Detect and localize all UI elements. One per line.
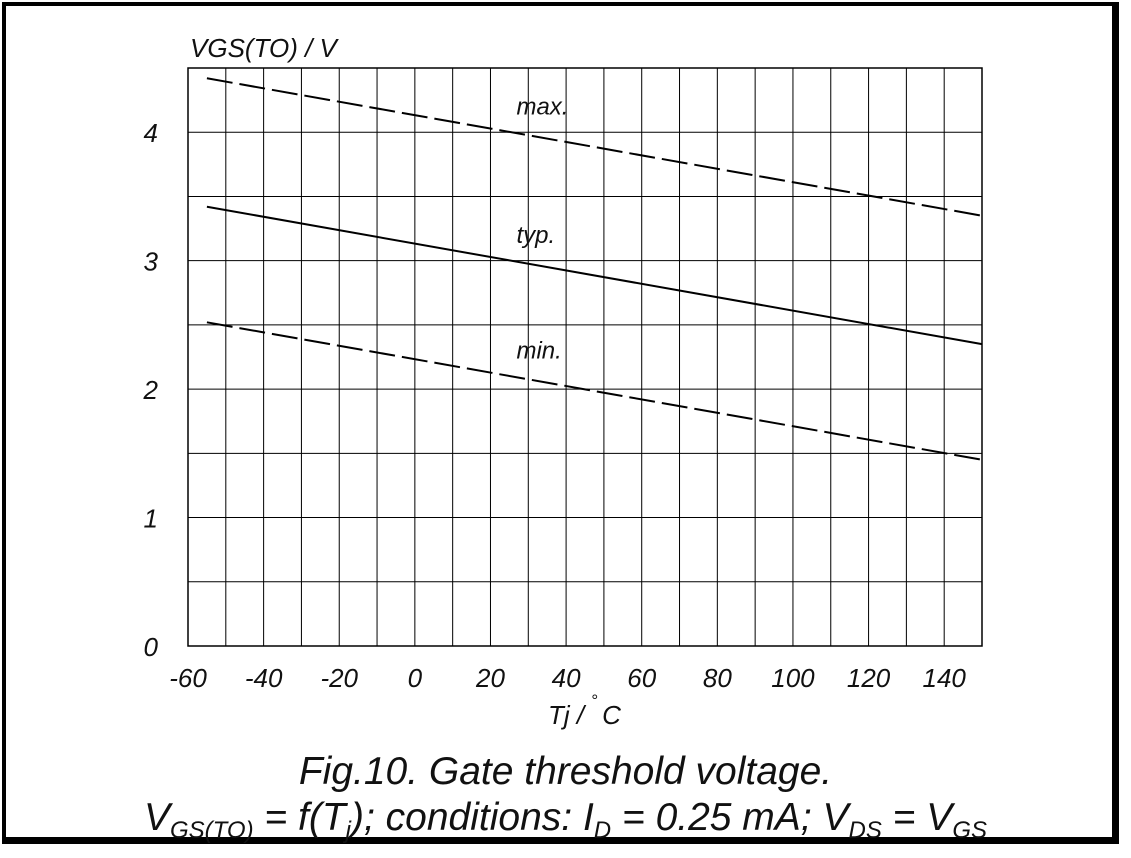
x-tick-label: -20	[320, 663, 358, 693]
series-label-typ: typ.	[516, 222, 555, 249]
x-tick-label: 60	[627, 663, 656, 693]
x-axis-label: Tj / ° C	[548, 691, 621, 730]
x-tick-label: -40	[245, 663, 283, 693]
series-group: max. typ. min.	[206, 77, 983, 461]
series-label-max: max.	[516, 94, 568, 121]
threshold-voltage-chart: max.typ.min. -60 -40 -20 0 20 40 60 80 100 120 140…	[143, 33, 983, 730]
x-tick-label: 0	[408, 663, 423, 693]
plot-border	[187, 67, 983, 647]
y-axis-label: VGS(TO) / V	[190, 33, 340, 63]
y-tick-label: 0	[144, 632, 159, 662]
figure-caption-conditions: VGS(TO) = f(Tj); conditions: ID = 0.25 m…	[143, 796, 987, 844]
y-tick-label: 1	[144, 504, 158, 534]
x-axis-label-main: Tj /	[548, 700, 591, 730]
grid	[187, 67, 983, 647]
x-tick-label: 100	[771, 663, 815, 693]
series-line-min	[206, 321, 983, 461]
y-tick-label: 4	[144, 118, 158, 148]
x-axis-label-degree: °	[591, 691, 598, 710]
x-tick-label: 140	[922, 663, 966, 693]
tick-labels: -60 -40 -20 0 20 40 60 80 100 120 140 0 1 2 3 4	[143, 118, 967, 693]
x-tick-label: 120	[847, 663, 891, 693]
x-tick-label: 20	[475, 663, 505, 693]
x-tick-label: -60	[169, 663, 207, 693]
series-label-min: min.	[516, 338, 561, 365]
x-axis-label-unit: C	[602, 700, 621, 730]
series-line-max	[206, 77, 983, 217]
y-tick-label: 3	[144, 247, 159, 277]
series-line-typ	[206, 205, 983, 346]
y-tick-label: 2	[143, 375, 159, 405]
figure-caption-title: Fig.10. Gate threshold voltage.	[298, 750, 833, 793]
x-tick-label: 40	[552, 663, 581, 693]
x-tick-label: 80	[703, 663, 732, 693]
